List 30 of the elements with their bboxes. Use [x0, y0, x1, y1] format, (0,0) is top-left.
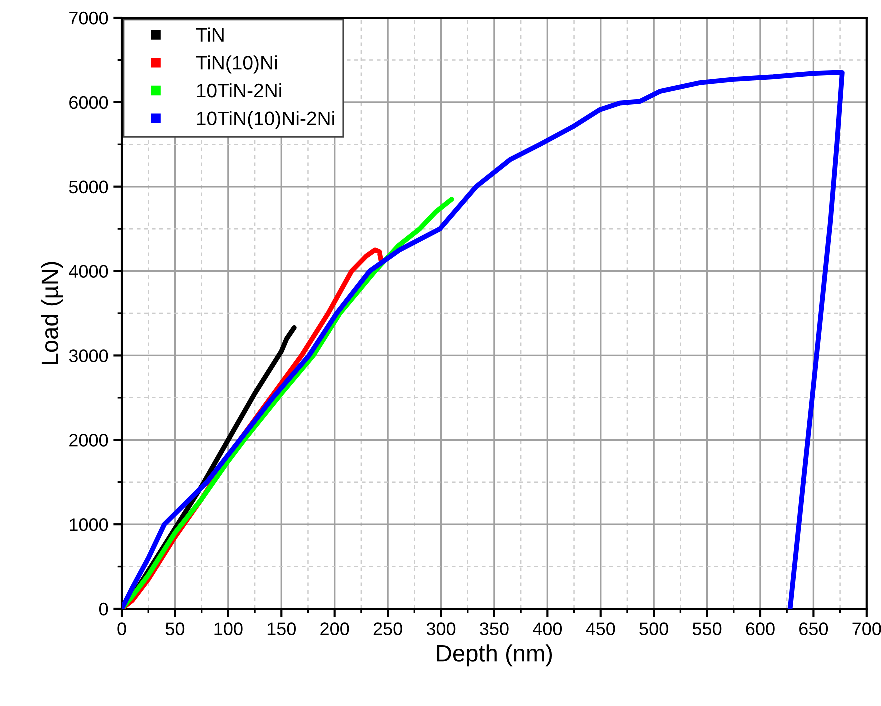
x-tick-label: 550	[692, 622, 722, 636]
legend-label: 10TiN-2Ni	[197, 83, 282, 98]
x-tick-label: 150	[268, 622, 296, 636]
y-tick-label: 1000	[70, 518, 108, 532]
x-tick-label: 650	[800, 622, 828, 636]
y-axis-title: Load (µN)	[41, 262, 64, 364]
y-tick-label: 5000	[69, 180, 108, 194]
x-axis-title: Depth (nm)	[437, 644, 552, 667]
y-tick-label: 0	[99, 602, 108, 616]
line-series	[122, 197, 454, 609]
legend-label: TiN(10)Ni	[196, 56, 278, 74]
x-tick-label: 400	[533, 622, 562, 636]
x-tick-label: 100	[214, 622, 243, 636]
y-tick-label: 6000	[70, 96, 108, 110]
x-tick-label: 200	[320, 622, 350, 636]
legend-label: 10TiN(10)Ni-2Ni	[197, 111, 334, 130]
x-tick-label: 250	[374, 622, 402, 636]
x-tick-label: 0	[118, 622, 126, 636]
x-tick-label: 350	[480, 622, 509, 636]
x-tick-label: 50	[166, 622, 185, 636]
x-tick-label: 500	[640, 622, 668, 636]
x-tick-label: 300	[426, 622, 456, 636]
legend-label: TiN	[196, 28, 224, 42]
x-tick-label: 450	[586, 622, 616, 636]
x-tick-label: 600	[746, 622, 775, 636]
y-tick-label: 2000	[70, 434, 108, 447]
y-tick-label: 4000	[69, 265, 108, 278]
x-tick-label: 700	[852, 622, 881, 636]
y-tick-label: 7000	[70, 12, 108, 25]
y-tick-label: 3000	[69, 350, 108, 362]
